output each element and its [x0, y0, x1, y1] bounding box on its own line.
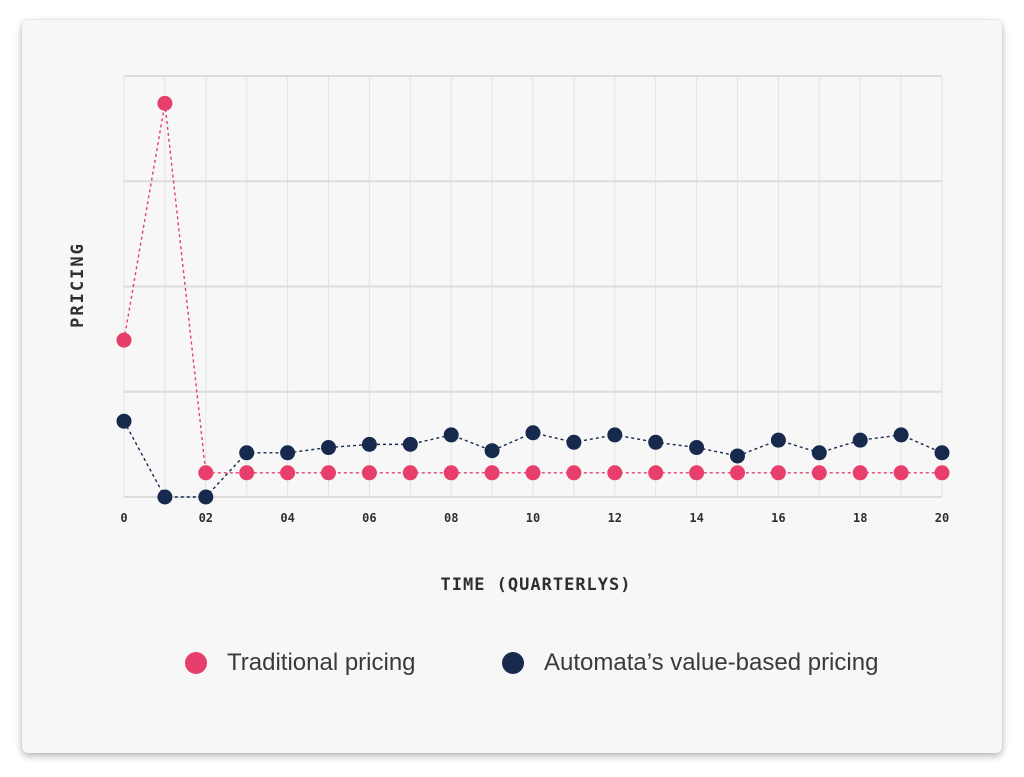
- x-axis-ticks: 0 02 04 06 08 10 12 14 16 18 20: [120, 511, 949, 525]
- data-point-series-0: [361, 465, 377, 481]
- data-point-series-0: [402, 465, 418, 481]
- data-point-series-1: [607, 427, 623, 443]
- x-tick-label: 08: [444, 511, 458, 525]
- data-point-series-1: [361, 436, 377, 452]
- x-tick-label: 10: [526, 511, 540, 525]
- y-axis-label: PRICING: [68, 242, 88, 328]
- x-tick-label: 06: [362, 511, 376, 525]
- data-point-series-0: [443, 465, 459, 481]
- data-point-series-0: [934, 465, 950, 481]
- data-point-series-0: [321, 465, 336, 481]
- data-point-series-1: [770, 432, 786, 448]
- data-point-series-1: [157, 489, 173, 505]
- x-tick-label: 14: [689, 511, 703, 525]
- data-point-series-0: [525, 465, 541, 481]
- data-point-series-1: [566, 434, 582, 450]
- data-point-series-1: [525, 425, 541, 441]
- data-point-series-0: [484, 465, 500, 481]
- x-tick-label: 02: [199, 511, 213, 525]
- data-point-series-1: [239, 445, 255, 461]
- data-point-series-1: [934, 445, 950, 461]
- data-point-series-0: [157, 95, 173, 111]
- data-point-series-1: [402, 436, 418, 452]
- data-point-series-1: [198, 489, 214, 505]
- data-point-series-1: [893, 427, 909, 443]
- legend-marker-traditional: [185, 652, 207, 674]
- data-point-series-0: [280, 465, 296, 481]
- data-point-series-1: [811, 445, 827, 461]
- x-tick-label: 12: [608, 511, 622, 525]
- data-point-series-0: [893, 465, 909, 481]
- data-point-series-0: [648, 465, 664, 481]
- data-point-series-1: [443, 427, 459, 443]
- data-point-series-0: [607, 465, 623, 481]
- x-tick-label: 18: [853, 511, 867, 525]
- data-point-series-0: [116, 332, 132, 348]
- legend-label-value-based: Automata’s value-based pricing: [544, 649, 879, 676]
- x-tick-label: 20: [935, 511, 949, 525]
- data-point-series-0: [198, 465, 214, 481]
- data-point-series-1: [280, 445, 296, 461]
- data-point-series-1: [321, 440, 336, 456]
- legend-item-traditional: Traditional pricing: [185, 648, 416, 678]
- data-point-series-1: [116, 413, 132, 429]
- x-tick-label: 16: [771, 511, 785, 525]
- data-point-series-1: [689, 440, 705, 456]
- series-line-0: [123, 103, 942, 474]
- data-point-series-1: [648, 434, 664, 450]
- legend-label-traditional: Traditional pricing: [227, 649, 416, 676]
- data-point-series-0: [811, 465, 827, 481]
- data-point-series-0: [239, 465, 255, 481]
- x-axis-label: TIME (QUARTERLYS): [440, 575, 632, 595]
- data-point-series-0: [852, 465, 868, 481]
- data-point-series-1: [730, 448, 745, 464]
- data-point-series-0: [770, 465, 786, 481]
- data-point-series-0: [689, 465, 705, 481]
- legend-item-value-based: Automata’s value-based pricing: [502, 648, 878, 678]
- data-point-series-1: [484, 443, 500, 459]
- x-tick-label: 0: [120, 511, 127, 525]
- data-point-series-0: [566, 465, 582, 481]
- data-point-series-0: [730, 465, 745, 481]
- x-tick-label: 04: [280, 511, 294, 525]
- legend-marker-value-based: [502, 652, 524, 674]
- data-point-series-1: [852, 432, 868, 448]
- chart-card: [22, 20, 1002, 753]
- series-points: [116, 95, 950, 505]
